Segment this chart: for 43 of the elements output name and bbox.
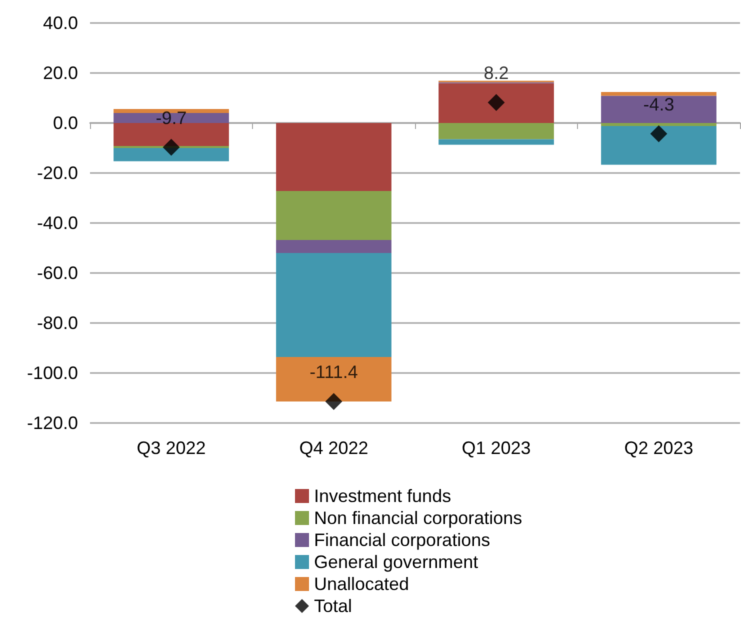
y-tick-label: -100.0 xyxy=(26,363,78,383)
legend-label: General government xyxy=(314,552,478,572)
bar xyxy=(114,109,229,113)
data-label: -111.4 xyxy=(310,362,358,382)
legend-label: Financial corporations xyxy=(314,530,490,550)
y-tick-label: 40.0 xyxy=(42,13,78,33)
x-tick-label: Q3 2022 xyxy=(136,438,206,458)
legend-label: Non financial corporations xyxy=(314,508,522,528)
y-tick-label: -120.0 xyxy=(26,413,78,433)
y-tick-label: -20.0 xyxy=(36,163,78,183)
data-label: 8.2 xyxy=(484,63,509,83)
point xyxy=(488,94,505,111)
legend-label: Investment funds xyxy=(314,486,452,506)
bar xyxy=(601,123,716,126)
bar xyxy=(438,123,554,140)
legend-label: Total xyxy=(314,596,352,616)
point xyxy=(325,393,342,410)
bar xyxy=(114,113,229,123)
bar xyxy=(601,126,716,165)
bar xyxy=(276,357,392,402)
bar xyxy=(438,83,554,123)
y-tick-label: -40.0 xyxy=(36,213,78,233)
bar xyxy=(276,191,392,240)
bar xyxy=(438,139,554,145)
point xyxy=(650,125,668,142)
y-tick-label: 20.0 xyxy=(42,63,78,83)
bar xyxy=(276,123,392,191)
data-label: -9.7 xyxy=(156,108,187,128)
y-tick-label: 0.0 xyxy=(52,113,78,133)
data-label: -4.3 xyxy=(643,94,674,114)
x-tick-label: Q4 2022 xyxy=(299,438,368,458)
legend-label: Unallocated xyxy=(314,574,410,594)
bar xyxy=(114,148,229,162)
bar xyxy=(276,253,392,357)
x-tick-label: Q1 2023 xyxy=(462,438,531,458)
bar xyxy=(601,96,716,123)
bar xyxy=(601,92,716,96)
x-tick-label: Q2 2023 xyxy=(624,438,694,458)
point xyxy=(162,138,180,156)
bar xyxy=(276,240,392,253)
y-tick-label: -80.0 xyxy=(36,313,78,333)
y-tick-label: -60.0 xyxy=(36,263,78,283)
bar xyxy=(114,123,229,146)
